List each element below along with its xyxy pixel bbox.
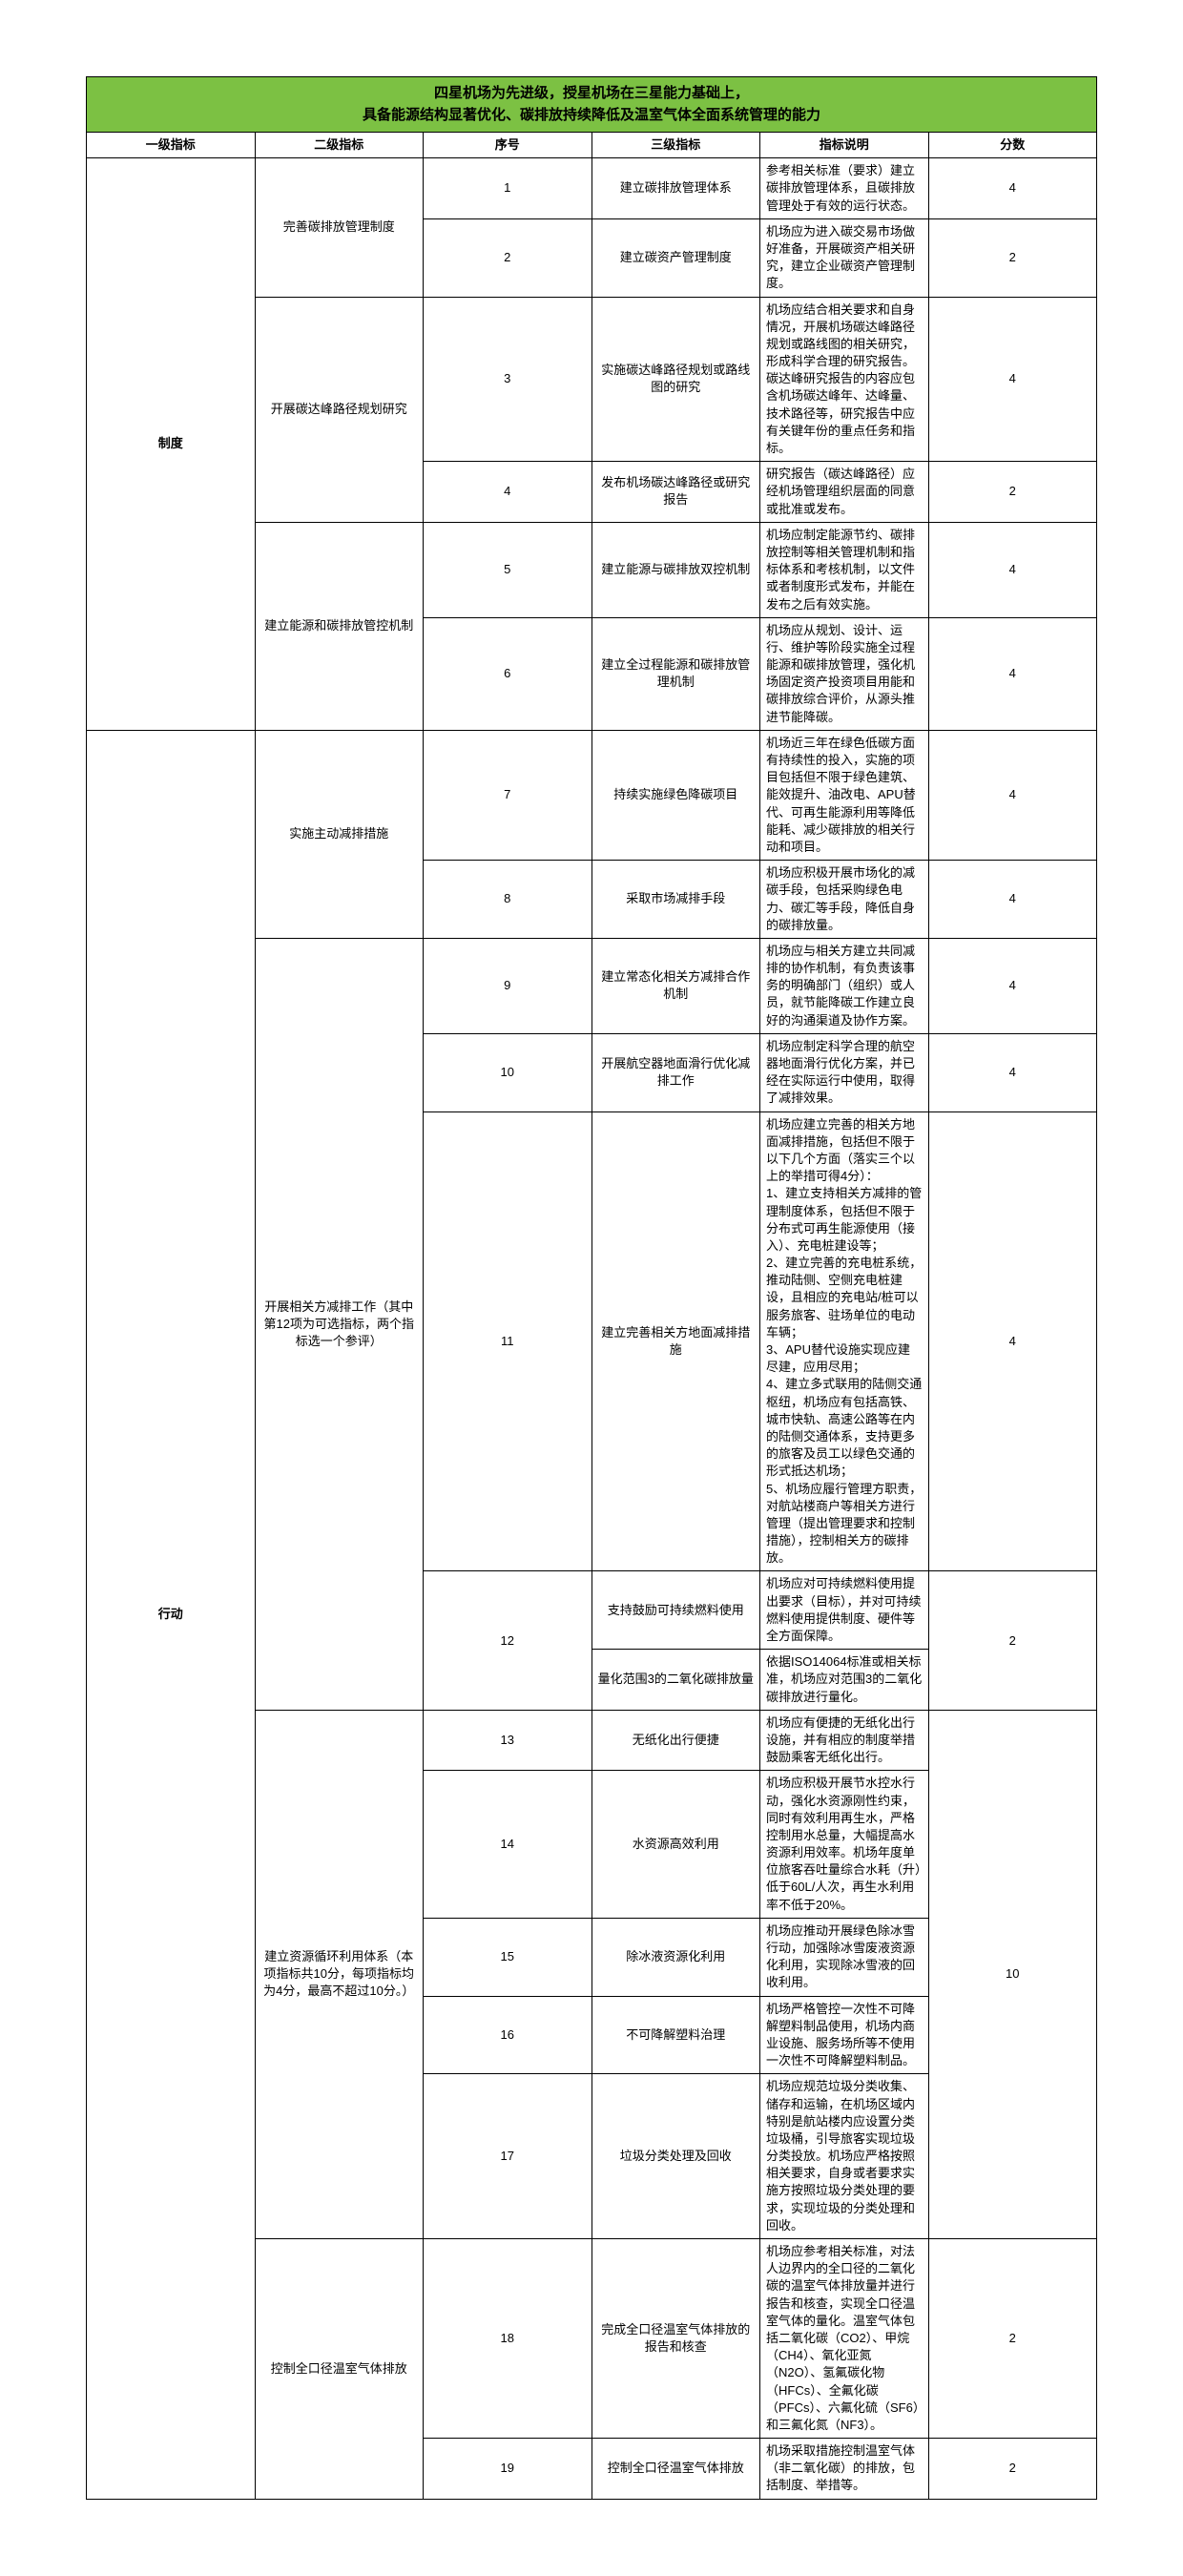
score-cell: 10 <box>928 1710 1097 2238</box>
l3-cell: 开展航空器地面滑行优化减排工作 <box>592 1033 760 1111</box>
idx-cell: 4 <box>424 462 592 523</box>
indicator-table: 四星机场为先进级，授星机场在三星能力基础上， 具备能源结构显著优化、碳排放持续降… <box>86 76 1097 2500</box>
l2-cell: 完善碳排放管理制度 <box>255 158 424 297</box>
header-l1: 一级指标 <box>87 133 256 158</box>
idx-cell: 9 <box>424 938 592 1033</box>
l1-cell: 制度 <box>87 158 256 731</box>
l3-cell: 建立完善相关方地面减排措施 <box>592 1111 760 1571</box>
header-desc: 指标说明 <box>760 133 929 158</box>
idx-cell: 17 <box>424 2074 592 2239</box>
title-line2: 具备能源结构显著优化、碳排放持续降低及温室气体全面系统管理的能力 <box>363 107 820 123</box>
l3-cell: 建立全过程能源和碳排放管理机制 <box>592 617 760 730</box>
header-l3: 三级指标 <box>592 133 760 158</box>
score-cell: 4 <box>928 158 1097 219</box>
table-row: 制度完善碳排放管理制度1建立碳排放管理体系参考相关标准（要求）建立碳排放管理体系… <box>87 158 1097 219</box>
desc-cell: 机场应规范垃圾分类收集、储存和运输，在机场区域内特别是航站楼内应设置分类垃圾桶，… <box>760 2074 929 2239</box>
score-cell: 2 <box>928 218 1097 297</box>
desc-cell: 机场应积极开展市场化的减碳手段，包括采购绿色电力、碳汇等手段，降低自身的碳排放量… <box>760 861 929 939</box>
idx-cell: 1 <box>424 158 592 219</box>
desc-cell: 机场采取措施控制温室气体（非二氧化碳）的排放，包括制度、举措等。 <box>760 2439 929 2500</box>
l3-cell: 持续实施绿色降碳项目 <box>592 730 760 860</box>
idx-cell: 10 <box>424 1033 592 1111</box>
l3-cell: 支持鼓励可持续燃料使用 <box>592 1571 760 1650</box>
l3-cell: 完成全口径温室气体排放的报告和核查 <box>592 2239 760 2439</box>
idx-cell: 5 <box>424 522 592 617</box>
idx-cell: 13 <box>424 1710 592 1771</box>
desc-cell: 机场近三年在绿色低碳方面有持续性的投入，实施的项目包括但不限于绿色建筑、能效提升… <box>760 730 929 860</box>
score-cell: 2 <box>928 2439 1097 2500</box>
score-cell: 2 <box>928 2239 1097 2439</box>
score-cell: 4 <box>928 617 1097 730</box>
header-score: 分数 <box>928 133 1097 158</box>
l3-cell: 水资源高效利用 <box>592 1771 760 1919</box>
desc-cell: 研究报告（碳达峰路径）应经机场管理组织层面的同意或批准或发布。 <box>760 462 929 523</box>
l3-cell: 无纸化出行便捷 <box>592 1710 760 1771</box>
l2-cell: 开展相关方减排工作（其中第12项为可选指标，两个指标选一个参评） <box>255 938 424 1710</box>
title-row: 四星机场为先进级，授星机场在三星能力基础上， 具备能源结构显著优化、碳排放持续降… <box>87 77 1097 133</box>
idx-cell: 14 <box>424 1771 592 1919</box>
idx-cell: 8 <box>424 861 592 939</box>
score-cell: 4 <box>928 522 1097 617</box>
score-cell: 4 <box>928 1111 1097 1571</box>
l3-cell: 建立碳资产管理制度 <box>592 218 760 297</box>
l3-cell: 控制全口径温室气体排放 <box>592 2439 760 2500</box>
idx-cell: 2 <box>424 218 592 297</box>
idx-cell: 11 <box>424 1111 592 1571</box>
l2-cell: 开展碳达峰路径规划研究 <box>255 297 424 522</box>
l3-cell: 建立常态化相关方减排合作机制 <box>592 938 760 1033</box>
l3-cell: 发布机场碳达峰路径或研究报告 <box>592 462 760 523</box>
l2-cell: 建立能源和碳排放管控机制 <box>255 522 424 730</box>
idx-cell: 18 <box>424 2239 592 2439</box>
score-cell: 4 <box>928 1033 1097 1111</box>
l3-cell: 除冰液资源化利用 <box>592 1918 760 1996</box>
desc-cell: 机场应与相关方建立共同减排的协作机制，有负责该事务的明确部门（组织）或人员，就节… <box>760 938 929 1033</box>
desc-cell: 机场应制定能源节约、碳排放控制等相关管理机制和指标体系和考核机制，以文件或者制度… <box>760 522 929 617</box>
l2-cell: 控制全口径温室气体排放 <box>255 2239 424 2500</box>
idx-cell: 15 <box>424 1918 592 1996</box>
desc-cell: 机场严格管控一次性不可降解塑料制品使用，机场内商业设施、服务场所等不使用一次性不… <box>760 1996 929 2074</box>
header-idx: 序号 <box>424 133 592 158</box>
score-cell: 2 <box>928 1571 1097 1710</box>
table-row: 行动实施主动减排措施7持续实施绿色降碳项目机场近三年在绿色低碳方面有持续性的投入… <box>87 730 1097 860</box>
idx-cell: 12 <box>424 1571 592 1710</box>
l3-cell: 不可降解塑料治理 <box>592 1996 760 2074</box>
desc-cell: 机场应为进入碳交易市场做好准备，开展碳资产相关研究，建立企业碳资产管理制度。 <box>760 218 929 297</box>
score-cell: 2 <box>928 462 1097 523</box>
desc-cell: 机场应制定科学合理的航空器地面滑行优化方案，并已经在实际运行中使用，取得了减排效… <box>760 1033 929 1111</box>
desc-cell: 机场应推动开展绿色除冰雪行动，加强除冰雪废液资源化利用，实现除冰雪液的回收利用。 <box>760 1918 929 1996</box>
idx-cell: 6 <box>424 617 592 730</box>
idx-cell: 16 <box>424 1996 592 2074</box>
l2-cell: 建立资源循环利用体系（本项指标共10分，每项指标均为4分，最高不超过10分。） <box>255 1710 424 2238</box>
l3-cell: 实施碳达峰路径规划或路线图的研究 <box>592 297 760 462</box>
header-row: 一级指标 二级指标 序号 三级指标 指标说明 分数 <box>87 133 1097 158</box>
l1-cell: 行动 <box>87 730 256 2499</box>
l3-cell: 采取市场减排手段 <box>592 861 760 939</box>
idx-cell: 19 <box>424 2439 592 2500</box>
desc-cell: 机场应对可持续燃料使用提出要求（目标），并对可持续燃料使用提供制度、硬件等全方面… <box>760 1571 929 1650</box>
l3-cell: 建立能源与碳排放双控机制 <box>592 522 760 617</box>
title-line1: 四星机场为先进级，授星机场在三星能力基础上， <box>434 85 749 101</box>
desc-cell: 依据ISO14064标准或相关标准，机场应对范围3的二氧化碳排放进行量化。 <box>760 1650 929 1711</box>
l2-cell: 实施主动减排措施 <box>255 730 424 938</box>
desc-cell: 机场应有便捷的无纸化出行设施，并有相应的制度举措鼓励乘客无纸化出行。 <box>760 1710 929 1771</box>
header-l2: 二级指标 <box>255 133 424 158</box>
desc-cell: 机场应积极开展节水控水行动，强化水资源刚性约束，同时有效利用再生水，严格控制用水… <box>760 1771 929 1919</box>
l3-cell: 量化范围3的二氧化碳排放量 <box>592 1650 760 1711</box>
score-cell: 4 <box>928 938 1097 1033</box>
l3-cell: 垃圾分类处理及回收 <box>592 2074 760 2239</box>
idx-cell: 3 <box>424 297 592 462</box>
score-cell: 4 <box>928 297 1097 462</box>
score-cell: 4 <box>928 730 1097 860</box>
desc-cell: 机场应参考相关标准，对法人边界内的全口径的二氧化碳的温室气体排放量并进行报告和核… <box>760 2239 929 2439</box>
desc-cell: 机场应从规划、设计、运行、维护等阶段实施全过程能源和碳排放管理，强化机场固定资产… <box>760 617 929 730</box>
l3-cell: 建立碳排放管理体系 <box>592 158 760 219</box>
desc-cell: 参考相关标准（要求）建立碳排放管理体系，且碳排放管理处于有效的运行状态。 <box>760 158 929 219</box>
desc-cell: 机场应结合相关要求和自身情况，开展机场碳达峰路径规划或路线图的相关研究，形成科学… <box>760 297 929 462</box>
desc-cell: 机场应建立完善的相关方地面减排措施，包括但不限于以下几个方面（落实三个以上的举措… <box>760 1111 929 1571</box>
idx-cell: 7 <box>424 730 592 860</box>
score-cell: 4 <box>928 861 1097 939</box>
